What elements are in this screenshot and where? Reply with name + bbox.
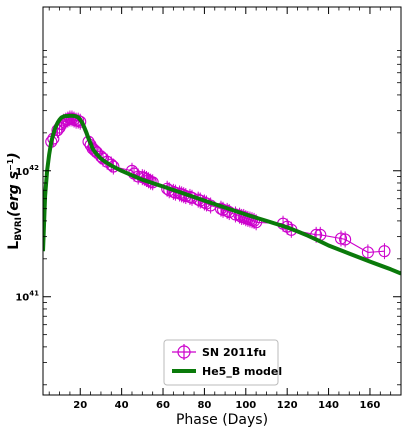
y-tick-label: 1042 [15, 164, 39, 178]
y-axis-label-unit: (erg s [6, 171, 22, 217]
point-sn2011fu [334, 232, 348, 245]
point-sn2011fu [107, 160, 120, 173]
plot-content [43, 110, 401, 276]
x-tick-label: 140 [318, 400, 339, 411]
y-tick-label: 1041 [15, 290, 39, 304]
series-he5b-model-line [43, 113, 401, 276]
axis-ticks: 20 40 60 80 100 120 140 160 1041 1042 [15, 7, 401, 411]
point-sn2011fu [96, 152, 110, 165]
legend-model-label: He5_B model [202, 365, 282, 378]
y-axis-label-main: L [6, 241, 22, 250]
y-axis-label-close: ) [6, 152, 22, 159]
x-tick-label: 160 [360, 400, 381, 411]
legend: SN 2011fu He5_B model [163, 339, 282, 386]
point-sn2011fu [86, 142, 99, 155]
x-tick-label: 120 [277, 400, 298, 411]
plot-area [43, 110, 401, 276]
legend-box [163, 339, 279, 386]
point-sn2011fu [101, 155, 114, 168]
plot-frame [42, 6, 402, 396]
point-sn2011fu [72, 114, 85, 127]
y-axis-label: LBVRI(erg s−1) [6, 152, 24, 249]
point-sn2011fu [339, 233, 352, 246]
point-sn2011fu [74, 115, 87, 128]
y-axis-label-sub: BVRI [14, 217, 24, 241]
x-tick-label: 60 [156, 400, 170, 411]
y-axis-label-exp: −1 [6, 158, 15, 171]
x-tick-label: 40 [115, 400, 129, 411]
legend-observed-label: SN 2011fu [202, 346, 266, 359]
x-tick-label: 20 [73, 400, 87, 411]
point-sn2011fu [378, 245, 391, 258]
point-sn2011fu [361, 246, 374, 259]
x-tick-label: 100 [235, 400, 256, 411]
x-axis-label: Phase (Days) [176, 412, 268, 428]
point-sn2011fu [105, 158, 118, 171]
x-tick-label: 80 [197, 400, 211, 411]
point-sn2011fu [90, 146, 103, 159]
